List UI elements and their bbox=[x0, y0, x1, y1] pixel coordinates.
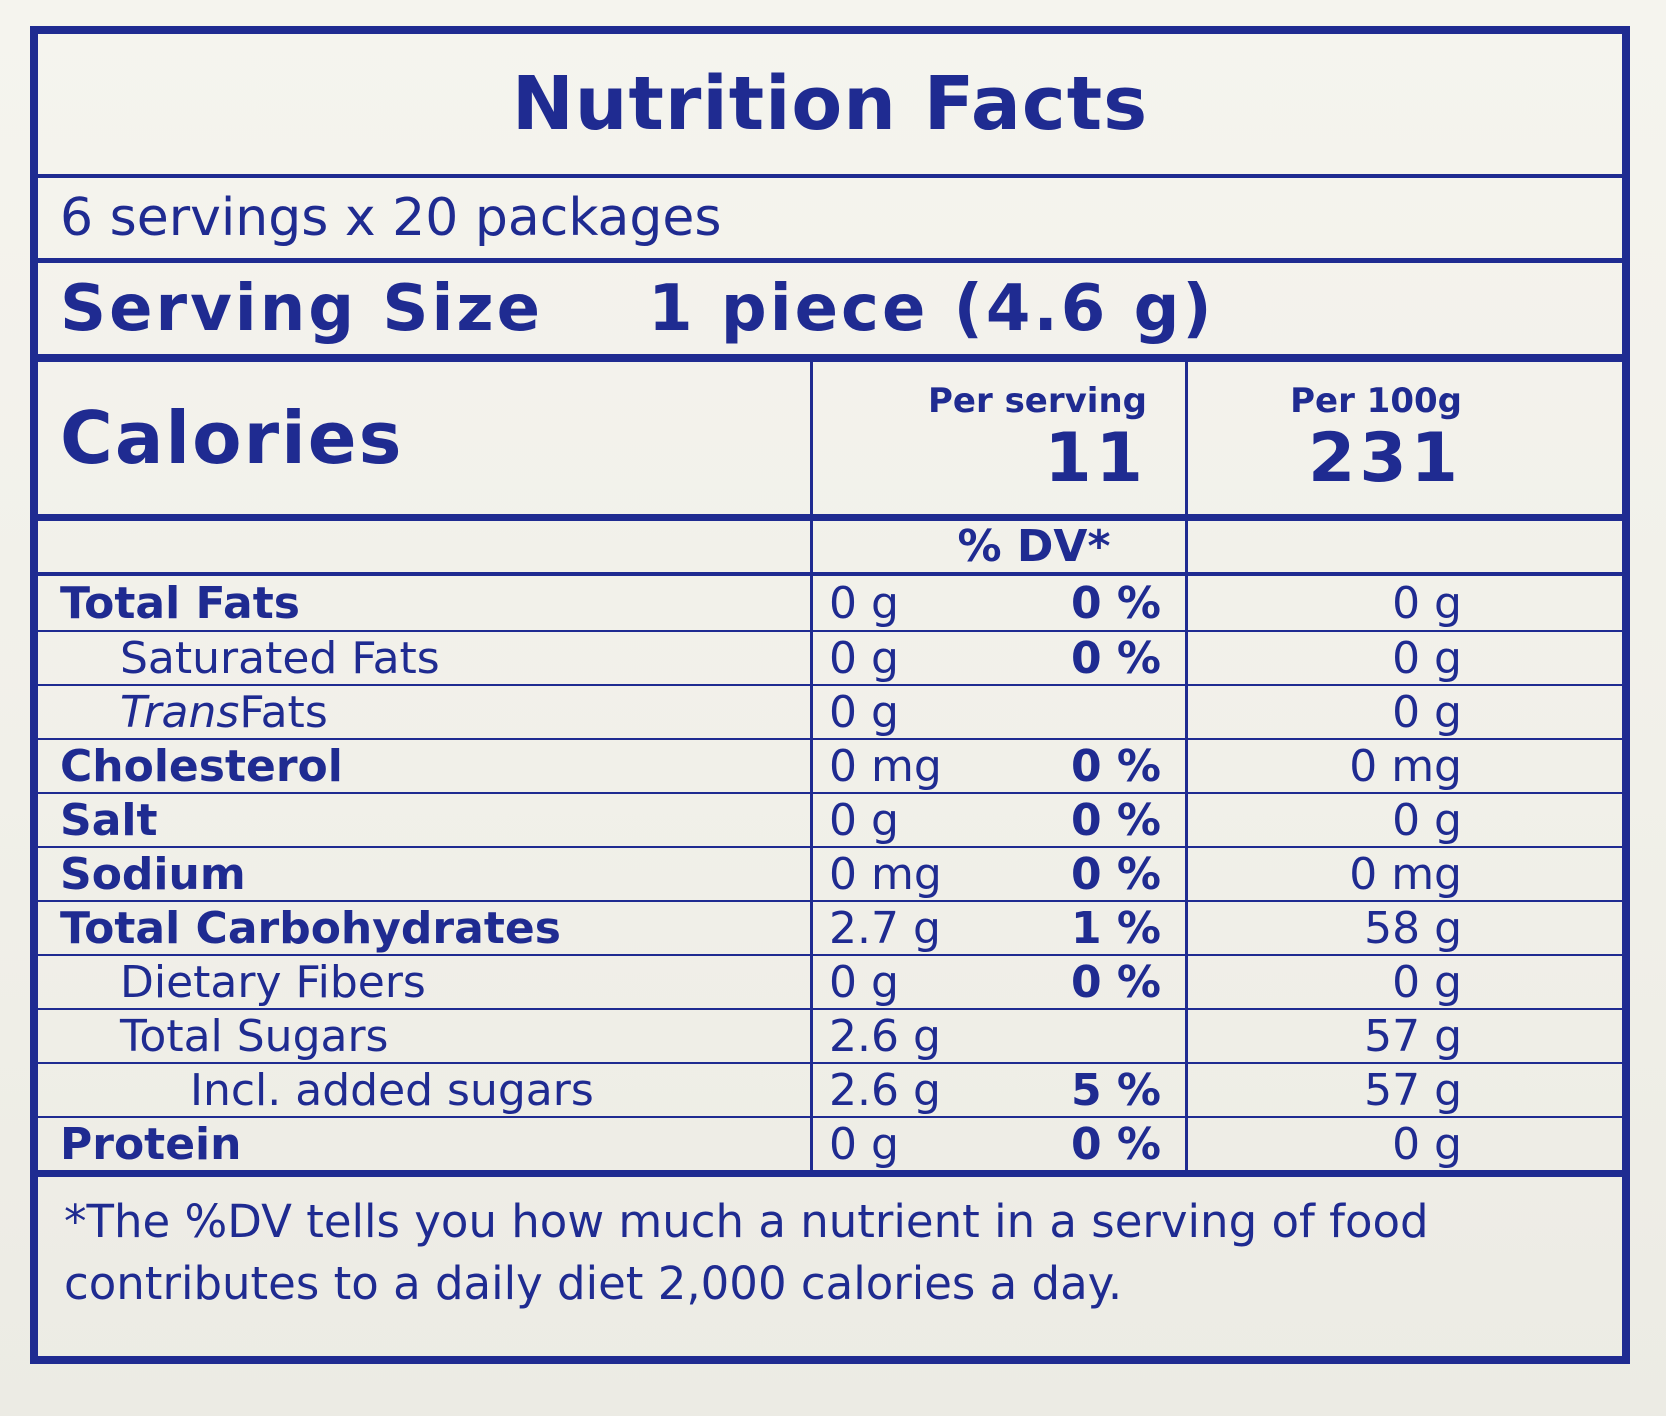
nutrient-row: Cholesterol 0 mg 0 % 0 mg bbox=[38, 738, 1622, 792]
nutrient-dv: 0 % bbox=[1070, 794, 1161, 846]
nutrient-amount-and-dv: 0 g 0 % bbox=[810, 632, 1188, 684]
nutrient-name: Protein bbox=[60, 1118, 242, 1170]
nutrient-dv: 5 % bbox=[1070, 1064, 1161, 1116]
nutrient-amount: 0 g bbox=[829, 577, 899, 629]
nutrient-per-100g: 58 g bbox=[1364, 902, 1462, 954]
servings-count: 6 servings x 20 packages bbox=[60, 188, 722, 248]
nutrient-name: Cholesterol bbox=[60, 740, 343, 792]
calories-per-serving-cell: Per serving 11 bbox=[810, 362, 1188, 514]
nutrient-name: Saturated Fats bbox=[120, 632, 440, 684]
nutrient-per-100g: 0 g bbox=[1392, 577, 1462, 629]
nutrient-amount-and-dv: 2.7 g 1 % bbox=[810, 902, 1188, 954]
nutrient-amount-and-dv: 0 mg 0 % bbox=[810, 740, 1188, 792]
nutrient-amount: 0 g bbox=[829, 794, 899, 846]
nutrient-name: Trans Fats bbox=[120, 686, 328, 738]
dv-header-row: % DV* bbox=[38, 514, 1622, 572]
calories-label: Calories bbox=[60, 396, 404, 480]
serving-size-row: Serving Size 1 piece (4.6 g) bbox=[38, 258, 1622, 354]
nutrient-amount-and-dv: 0 g 0 % bbox=[810, 794, 1188, 846]
nutrient-per-100g: 0 g bbox=[1392, 956, 1462, 1008]
nutrient-amount: 0 g bbox=[829, 686, 899, 738]
nutrient-per-100g: 0 g bbox=[1392, 794, 1462, 846]
serving-size-value: 1 piece (4.6 g) bbox=[648, 271, 1215, 346]
nutrient-amount: 0 mg bbox=[829, 848, 942, 900]
per-serving-header: Per serving bbox=[927, 381, 1147, 422]
nutrient-per-100g: 0 mg bbox=[1349, 848, 1462, 900]
nutrient-amount: 2.6 g bbox=[829, 1064, 941, 1116]
footnote: *The %DV tells you how much a nutrient i… bbox=[38, 1170, 1622, 1356]
nutrient-row: Total Fats 0 g 0 % 0 g bbox=[38, 576, 1622, 630]
nutrient-row: Trans Fats 0 g 0 g bbox=[38, 684, 1622, 738]
nutrient-name: Total Carbohydrates bbox=[60, 902, 561, 954]
dv-header: % DV* bbox=[810, 521, 1188, 572]
calories-section: Calories Per serving 11 Per 100g 231 bbox=[38, 354, 1622, 514]
nutrient-amount-and-dv: 2.6 g 5 % bbox=[810, 1064, 1188, 1116]
nutrient-amount: 0 g bbox=[829, 956, 899, 1008]
nutrient-amount: 2.7 g bbox=[829, 902, 941, 954]
title-row: Nutrition Facts bbox=[38, 34, 1622, 174]
nutrient-per-100g: 0 g bbox=[1392, 686, 1462, 738]
nutrient-per-100g: 57 g bbox=[1364, 1064, 1462, 1116]
dv-header-spacer-right bbox=[1188, 521, 1622, 572]
nutrient-amount-and-dv: 0 mg 0 % bbox=[810, 848, 1188, 900]
nutrient-amount-and-dv: 0 g 0 % bbox=[810, 576, 1188, 630]
nutrient-name: Total Sugars bbox=[120, 1010, 389, 1062]
nutrient-dv: 0 % bbox=[1070, 577, 1161, 629]
nutrition-facts-panel: Nutrition Facts 6 servings x 20 packages… bbox=[30, 26, 1630, 1364]
nutrient-row: Protein 0 g 0 % 0 g bbox=[38, 1116, 1622, 1170]
nutrient-row: Sodium 0 mg 0 % 0 mg bbox=[38, 846, 1622, 900]
nutrient-row: Total Sugars 2.6 g 57 g bbox=[38, 1008, 1622, 1062]
nutrient-amount: 0 g bbox=[829, 1118, 899, 1170]
nutrient-name: Sodium bbox=[60, 848, 246, 900]
nutrient-per-100g: 0 g bbox=[1392, 632, 1462, 684]
nutrient-row: Saturated Fats 0 g 0 % 0 g bbox=[38, 630, 1622, 684]
nutrient-per-100g: 0 g bbox=[1392, 1118, 1462, 1170]
nutrient-amount: 2.6 g bbox=[829, 1010, 941, 1062]
nutrient-dv: 0 % bbox=[1070, 1118, 1161, 1170]
nutrient-name: Salt bbox=[60, 794, 158, 846]
nutrient-dv: 1 % bbox=[1070, 902, 1161, 954]
servings-row: 6 servings x 20 packages bbox=[38, 174, 1622, 258]
nutrient-dv: 0 % bbox=[1070, 848, 1161, 900]
nutrient-amount-and-dv: 0 g 0 % bbox=[810, 1118, 1188, 1170]
nutrient-dv: 0 % bbox=[1070, 740, 1161, 792]
nutrient-row: Total Carbohydrates 2.7 g 1 % 58 g bbox=[38, 900, 1622, 954]
nutrient-row: Salt 0 g 0 % 0 g bbox=[38, 792, 1622, 846]
calories-per-serving-value: 11 bbox=[1044, 419, 1147, 499]
nutrient-row: Incl. added sugars 2.6 g 5 % 57 g bbox=[38, 1062, 1622, 1116]
per-100g-header: Per 100g bbox=[1290, 381, 1462, 422]
serving-size-label: Serving Size bbox=[60, 271, 544, 346]
nutrient-amount-and-dv: 0 g bbox=[810, 686, 1188, 738]
nutrient-dv: 0 % bbox=[1070, 632, 1161, 684]
nutrient-amount: 0 g bbox=[829, 632, 899, 684]
label-title: Nutrition Facts bbox=[511, 61, 1149, 147]
nutrient-dv: 0 % bbox=[1070, 956, 1161, 1008]
calories-per-100g-value: 231 bbox=[1308, 419, 1462, 499]
dv-header-spacer-left bbox=[38, 521, 810, 572]
nutrient-amount-and-dv: 2.6 g bbox=[810, 1010, 1188, 1062]
nutrient-name: Total Fats bbox=[60, 577, 300, 629]
nutrient-amount: 0 mg bbox=[829, 740, 942, 792]
nutrient-row: Dietary Fibers 0 g 0 % 0 g bbox=[38, 954, 1622, 1008]
nutrient-amount-and-dv: 0 g 0 % bbox=[810, 956, 1188, 1008]
calories-per-100g-cell: Per 100g 231 bbox=[1188, 362, 1622, 514]
nutrient-per-100g: 0 mg bbox=[1349, 740, 1462, 792]
nutrient-name: Incl. added sugars bbox=[190, 1064, 594, 1116]
nutrient-name: Dietary Fibers bbox=[120, 956, 426, 1008]
nutrient-per-100g: 57 g bbox=[1364, 1010, 1462, 1062]
